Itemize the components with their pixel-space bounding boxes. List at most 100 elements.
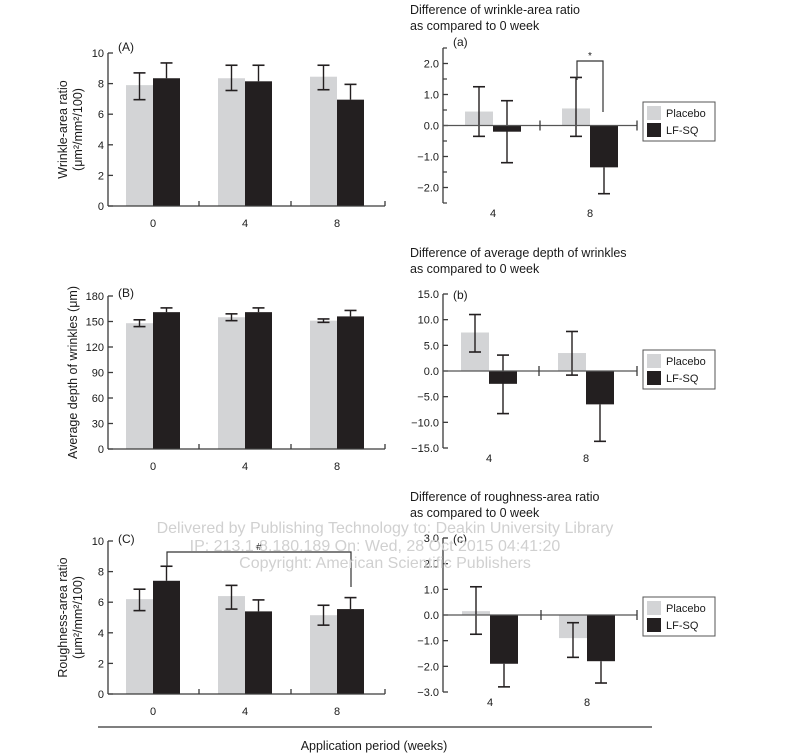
significance-marker: # [256,542,262,553]
y-tick-label: 0 [98,201,104,213]
y-tick-label: 15.0 [418,289,439,301]
y-tick-label: 0.0 [424,366,439,378]
panel-title: Difference of wrinkle-area ratio [410,3,580,17]
y-tick-label: 5.0 [424,340,439,352]
legend-label-placebo: Placebo [666,108,706,120]
y-tick-label: 2.0 [424,59,439,71]
y-tick-label: 120 [86,342,104,354]
panel-tag: (b) [453,288,468,302]
bar-lfsq-0 [153,312,180,449]
watermark-line-3: Copyright: American Scientific Publisher… [239,555,531,572]
y-tick-label: 180 [86,291,104,303]
y-tick-label: 2.0 [424,559,439,571]
bar-lfsq-8 [337,316,364,449]
x-axis-label: Application period (weeks) [301,739,448,753]
watermark-line-1: Delivered by Publishing Technology to: D… [157,520,614,537]
y-tick-label: 0 [98,689,104,701]
panel-tag: (C) [118,532,135,546]
y-tick-label: −3.0 [417,687,439,699]
legend-swatch-placebo [647,106,661,120]
x-tick-label: 8 [334,218,340,230]
panel-a: Difference of wrinkle-area ratio as compa… [410,3,716,220]
y-tick-label: −5.0 [417,392,439,404]
x-tick-label: 8 [587,208,593,220]
legend-swatch-lfsq [647,123,661,137]
significance-bracket [166,551,352,587]
panel-c: Difference of roughness-area ratio as com… [410,490,716,709]
panel-tag: (B) [118,286,134,300]
legend-label-placebo: Placebo [666,603,706,615]
legend-swatch-lfsq [647,618,661,632]
significance-marker: * [588,51,592,62]
y-tick-label: 6 [98,597,104,609]
x-tick-label: 4 [242,218,248,230]
panel-b: Difference of average depth of wrinkles a… [410,246,716,465]
bar-lfsq-4 [245,611,272,694]
y-axis-label: Roughness-area ratio [56,557,70,677]
y-tick-label: −2.0 [417,183,439,195]
x-tick-label: 4 [486,453,492,465]
panel-title: Difference of roughness-area ratio [410,490,600,504]
x-tick-label: 4 [490,208,496,220]
bar-placebo-4 [218,317,245,449]
panel-B: (B) 0 30 60 90 120 150 180 0 4 8 Average depth of w… [66,286,386,473]
x-tick-label: 8 [584,697,590,709]
y-tick-label: −2.0 [417,661,439,673]
bar-placebo-0 [126,85,153,206]
bar-lfsq-8 [337,609,364,694]
y-tick-label: 1.0 [424,90,439,102]
y-axis-label: Average depth of wrinkles (μm) [66,286,80,459]
y-tick-label: 8 [98,567,104,579]
bar-lfsq-0 [153,580,180,694]
y-tick-label: 4 [98,140,104,152]
y-tick-label: 0.0 [424,121,439,133]
x-tick-label: 4 [487,697,493,709]
legend-label-placebo: Placebo [666,356,706,368]
y-tick-label: 0.0 [424,610,439,622]
legend-swatch-placebo [647,354,661,368]
bar-lfsq-4 [245,81,272,206]
significance-bracket [576,60,604,112]
bar-lfsq-4 [490,615,518,664]
bar-placebo-4 [218,596,245,694]
bar-placebo-0 [126,599,153,694]
y-tick-label: −1.0 [417,152,439,164]
panel-C: (C) 0 2 4 6 8 10 0 4 8 Roughness-area ratio (μm²/mm… [56,532,386,718]
panel-title: Difference of average depth of wrinkles [410,246,627,260]
panel-title: as compared to 0 week [410,19,540,33]
watermark-line-2: IP: 213.1·8.180.189 On: Wed, 28 Oct 2015… [190,538,561,555]
y-tick-label: 60 [92,393,104,405]
bar-lfsq-8 [590,125,618,168]
y-tick-label: 0 [98,444,104,456]
x-tick-label: 8 [583,453,589,465]
legend-label-lfsq: LF-SQ [666,373,699,385]
panel-title: as compared to 0 week [410,506,540,520]
x-tick-label: 4 [242,706,248,718]
bar-placebo-0 [126,323,153,449]
y-tick-label: 4 [98,628,104,640]
panel-tag: (A) [118,40,134,54]
bar-lfsq-4 [245,312,272,449]
y-tick-label: 10 [92,48,104,60]
bar-lfsq-8 [586,371,614,405]
bar-lfsq-0 [153,78,180,206]
x-tick-label: 8 [334,461,340,473]
legend-swatch-placebo [647,601,661,615]
bar-lfsq-8 [337,99,364,206]
panel-title: as compared to 0 week [410,262,540,276]
bar-placebo-4 [218,78,245,206]
bar-placebo-8 [310,320,337,449]
x-tick-label: 8 [334,706,340,718]
y-axis-label: Wrinkle-area ratio [56,80,70,178]
bar-placebo-8 [310,76,337,206]
y-tick-label: 90 [92,368,104,380]
y-tick-label: 1.0 [424,584,439,596]
legend-label-lfsq: LF-SQ [666,620,699,632]
x-tick-label: 0 [150,461,156,473]
panel-A: (A) 0 2 4 6 8 10 0 4 8 Wrinkle-area ratio (μm²/mm²/… [56,40,386,230]
y-axis-label-units: (μm²/mm²/100) [71,576,85,659]
y-tick-label: 2 [98,170,104,182]
bar-lfsq-8 [587,615,615,662]
y-tick-label: 10.0 [418,315,439,327]
